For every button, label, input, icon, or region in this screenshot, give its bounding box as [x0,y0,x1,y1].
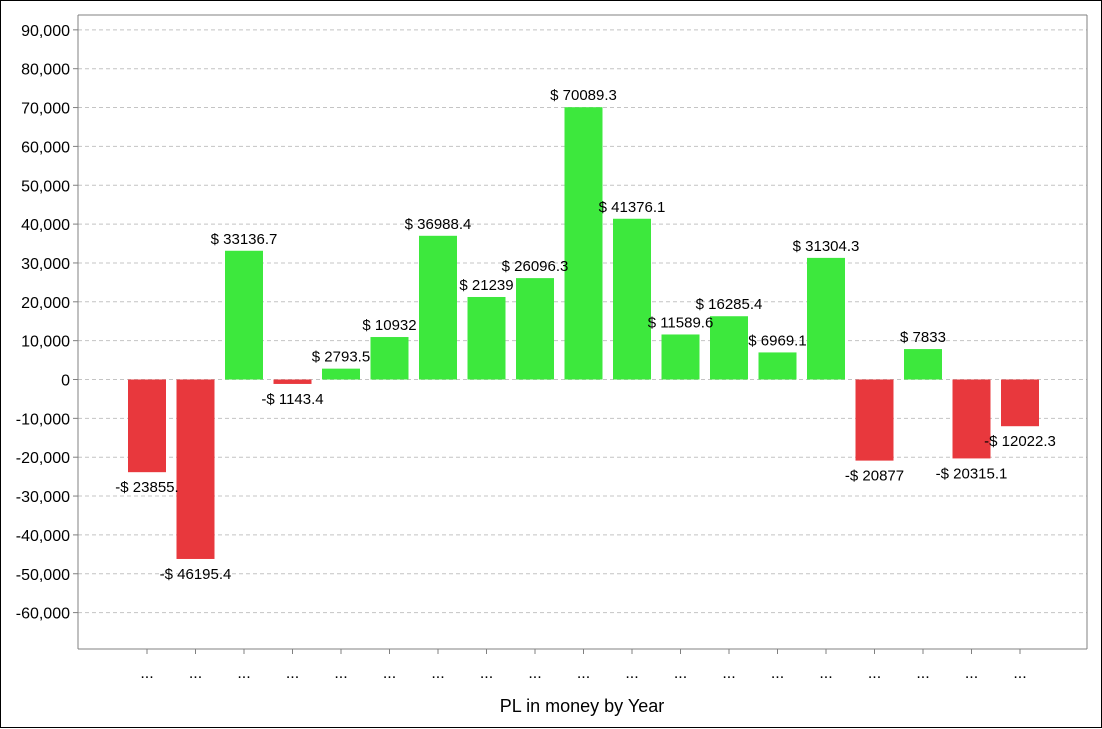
bar [176,379,215,559]
y-tick-label: -50,000 [16,567,70,584]
data-label: $ 6969.1 [748,332,806,349]
x-axis-ticks: ........................................… [140,649,1027,682]
x-tick-label: ... [965,665,978,682]
x-tick-label: ... [819,665,832,682]
y-tick-label: -20,000 [16,450,70,467]
bar [370,337,409,380]
x-axis-label: PL in money by Year [500,696,664,716]
bar [807,257,845,380]
y-tick-label: 80,000 [21,62,70,79]
data-label: $ 31304.3 [793,238,860,255]
x-tick-label: ... [286,665,299,682]
x-tick-label: ... [528,665,541,682]
data-label: $ 36988.4 [405,216,472,233]
x-tick-label: ... [383,665,396,682]
bar [225,250,263,380]
x-tick-label: ... [480,665,493,682]
x-tick-label: ... [1013,665,1026,682]
y-tick-label: -10,000 [16,411,70,428]
x-tick-label: ... [431,665,444,682]
bar [322,368,360,380]
bar [564,107,603,380]
x-tick-label: ... [625,665,638,682]
x-tick-label: ... [868,665,881,682]
y-tick-label: 20,000 [21,295,70,312]
x-tick-label: ... [189,665,202,682]
bar [661,334,700,380]
data-label: -$ 23855. [115,479,178,496]
data-label: $ 2793.5 [312,349,370,366]
x-tick-label: ... [577,665,590,682]
bar [516,278,554,380]
y-tick-label: 50,000 [21,178,70,195]
x-tick-label: ... [674,665,687,682]
x-tick-label: ... [237,665,250,682]
x-tick-label: ... [334,665,347,682]
data-label: $ 26096.3 [502,258,569,275]
data-label: $ 33136.7 [211,231,278,248]
data-label: $ 7833 [900,329,946,346]
data-label: -$ 1143.4 [261,391,323,408]
x-tick-label: ... [140,665,153,682]
bar [855,379,894,461]
bar [419,235,457,380]
data-labels: -$ 23855. -$ 46195.4 $ 33136.7 -$ 1143.4 $ 2… [115,87,1056,583]
data-label: $ 16285.4 [696,296,763,313]
data-label: -$ 12022.3 [984,433,1056,450]
x-tick-label: ... [771,665,784,682]
bar [128,379,166,473]
y-axis-ticks: 90,000 80,000 70,000 60,000 50,000 40,000 30,0… [16,23,78,623]
y-tick-label: 10,000 [21,334,70,351]
data-label: -$ 20877 [845,468,904,485]
y-tick-label: -30,000 [16,489,70,506]
bar [1001,379,1039,427]
bars [128,107,1039,559]
y-tick-label: 40,000 [21,217,70,234]
y-tick-label: 90,000 [21,23,70,40]
y-tick-label: 60,000 [21,139,70,156]
y-tick-label: 30,000 [21,256,70,273]
bar [758,352,797,380]
y-tick-label: -60,000 [16,606,70,623]
data-label: $ 70089.3 [550,87,617,104]
y-tick-label: 70,000 [21,101,70,118]
data-label: $ 41376.1 [599,199,666,216]
y-tick-label: 0 [61,373,70,390]
bar [952,379,991,459]
bar [467,296,506,380]
data-label: $ 11589.6 [648,314,714,331]
data-label: $ 21239 [459,277,513,294]
y-tick-label: -40,000 [16,528,70,545]
bar [710,316,748,380]
data-label: $ 10932 [362,317,416,334]
x-tick-label: ... [722,665,735,682]
data-label: -$ 46195.4 [160,566,232,583]
axes [77,14,1088,650]
bar [613,218,651,380]
data-label: -$ 20315.1 [936,465,1008,482]
bar [273,379,312,384]
bar [904,349,942,380]
x-tick-label: ... [916,665,929,682]
